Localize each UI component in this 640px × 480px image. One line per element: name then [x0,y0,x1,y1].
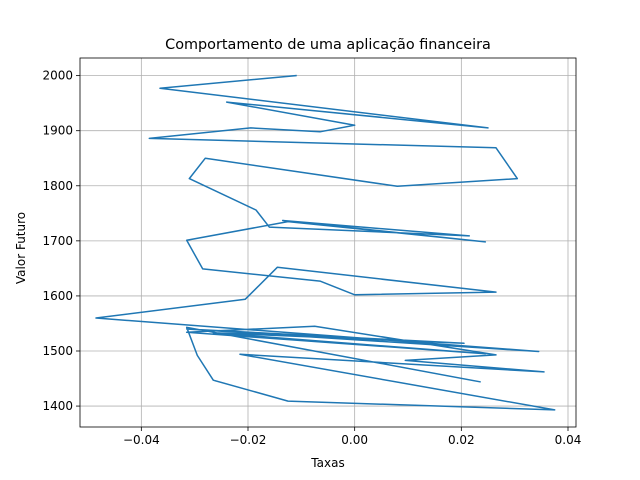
y-tick-label: 1600 [42,289,73,303]
ticks: −0.04 −0.02 0.00 0.02 0.04 1400 1500 1600 1700 18… [42,69,581,447]
series-line [95,74,556,411]
y-tick-label: 1800 [42,179,73,193]
y-tick-label: 1400 [42,399,73,413]
x-tick-label: 0.02 [448,433,475,447]
y-tick-label: 1700 [42,234,73,248]
axes-frame [79,57,577,428]
series-layer [95,74,556,411]
x-axis-title: Taxas [310,456,344,470]
y-axis-title: Valor Futuro [14,212,28,284]
x-tick-label: −0.02 [230,433,267,447]
x-tick-label: −0.04 [123,433,160,447]
y-tick-label: 2000 [42,69,73,83]
y-tick-label: 1900 [42,124,73,138]
chart-title: Comportamento de uma aplicação financeir… [165,37,491,53]
x-tick-label: 0.04 [555,433,582,447]
x-tick-label: 0.00 [341,433,368,447]
y-tick-label: 1500 [42,344,73,358]
grid [80,58,576,427]
